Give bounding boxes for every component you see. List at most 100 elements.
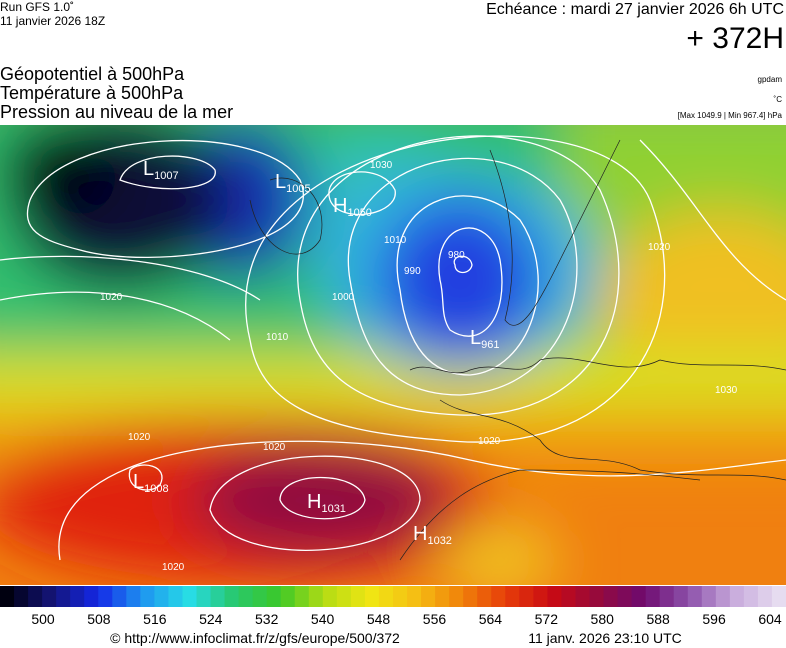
colorbar-tick-label: 572 xyxy=(535,611,559,627)
colorbar-swatch xyxy=(519,586,534,607)
colorbar-swatch xyxy=(266,586,282,607)
colorbar-swatch xyxy=(364,586,380,607)
center-type: H xyxy=(333,195,347,217)
colorbar-swatch xyxy=(42,586,57,607)
colorbar-swatch xyxy=(350,586,366,607)
center-type: L xyxy=(133,471,144,493)
isobar-label: 1030 xyxy=(715,385,738,396)
colorbar-tick-label: 580 xyxy=(591,611,615,627)
colorbar-swatch xyxy=(687,586,703,607)
unit-label: ˚C xyxy=(774,95,783,104)
colorbar-tick-label: 604 xyxy=(758,611,782,627)
isobar-label: 1020 xyxy=(100,292,123,303)
colorbar-swatch xyxy=(294,586,310,607)
colorbar-swatch xyxy=(14,586,29,607)
colorbar-swatch xyxy=(575,586,590,607)
isobar-label: 1020 xyxy=(162,562,185,573)
colorbar-swatch xyxy=(168,586,183,607)
legend-line: Géopotentiel à 500hPa xyxy=(0,64,185,84)
colorbar-swatch xyxy=(589,586,605,607)
legend-line: Pression au niveau de la mer xyxy=(0,102,233,122)
colorbar-swatch xyxy=(771,586,786,607)
colorbar-tick-label: 548 xyxy=(367,611,391,627)
pressure-center: L1007 xyxy=(143,158,179,182)
colorbar-tick-label: 508 xyxy=(87,611,111,627)
colorbar-tick-label: 516 xyxy=(143,611,167,627)
colorbar-swatch xyxy=(196,586,212,607)
colorbar-swatch xyxy=(280,586,296,607)
isobar-label: 1020 xyxy=(263,442,286,453)
center-type: H xyxy=(413,523,427,545)
colorbar-swatch xyxy=(435,586,450,607)
isobar-label: 1010 xyxy=(266,332,289,343)
colorbar-tick-label: 588 xyxy=(646,611,670,627)
center-value: 961 xyxy=(481,339,499,351)
colorbar-swatch xyxy=(449,586,464,607)
colorbar-swatch xyxy=(336,586,352,607)
center-value: 1007 xyxy=(154,170,178,182)
unit-label: [Max 1049.9 | Min 967.4] hPa xyxy=(678,111,783,120)
colorbar-swatch xyxy=(533,586,548,607)
colorbar-swatch xyxy=(224,586,240,607)
model-name: Run GFS 1.0˚ xyxy=(0,0,74,14)
isobar-label: 1020 xyxy=(128,432,151,443)
colorbar-swatch xyxy=(0,586,15,607)
colorbar-swatch xyxy=(126,586,141,607)
center-type: L xyxy=(275,171,286,193)
colorbar-swatch xyxy=(715,586,731,607)
center-value: 1005 xyxy=(286,183,310,195)
pressure-center: L961 xyxy=(470,327,499,351)
colorbar-swatch xyxy=(561,586,576,607)
pressure-center: H1031 xyxy=(307,491,346,515)
isobar-label: 1000 xyxy=(332,292,355,303)
center-value: 1031 xyxy=(321,503,345,515)
colorbar-swatch xyxy=(659,586,675,607)
colorbar-swatch xyxy=(70,586,85,607)
issue-date: 11 janv. 2026 23:10 UTC xyxy=(528,630,682,646)
isobar-label: 1020 xyxy=(478,436,501,447)
colorbar-swatch xyxy=(505,586,520,607)
colorbar-swatch xyxy=(421,586,436,607)
center-value: 1050 xyxy=(347,207,371,219)
colorbar-swatch xyxy=(378,586,394,607)
colorbar-tick-label: 564 xyxy=(479,611,503,627)
center-type: L xyxy=(470,327,481,349)
colorbar-tick-label: 556 xyxy=(423,611,447,627)
colorbar-swatch xyxy=(210,586,226,607)
colorbar-swatch xyxy=(673,586,689,607)
map xyxy=(0,125,786,585)
unit-label: gpdam xyxy=(758,75,783,84)
colorbar-swatch xyxy=(701,586,717,607)
colorbar-swatch xyxy=(252,586,268,607)
legend-line: Température à 500hPa xyxy=(0,83,184,103)
run-date: 11 janvier 2026 18Z xyxy=(0,14,105,28)
pressure-center: H1032 xyxy=(413,523,452,547)
colorbar-swatch xyxy=(308,586,324,607)
colorbar-swatch xyxy=(463,586,478,607)
center-type: H xyxy=(307,491,321,513)
colorbar-swatch xyxy=(477,586,492,607)
colorbar-swatch xyxy=(491,586,506,607)
colorbar-tick-label: 500 xyxy=(31,611,55,627)
colorbar-tick-label: 524 xyxy=(199,611,223,627)
forecast-time: Echéance : mardi 27 janvier 2026 6h UTC xyxy=(486,1,784,18)
colorbar-swatch xyxy=(631,586,647,607)
colorbar-swatch xyxy=(757,586,773,607)
colorbar-swatch xyxy=(729,586,745,607)
colorbar-swatch xyxy=(645,586,661,607)
colorbar-swatch xyxy=(28,586,43,607)
pressure-center: H1050 xyxy=(333,195,372,219)
lead-time: + 372H xyxy=(686,22,784,55)
center-value: 1032 xyxy=(427,535,451,547)
colorbar-swatch xyxy=(182,586,197,607)
isobar-label: 1020 xyxy=(648,242,671,253)
colorbar-swatch xyxy=(238,586,254,607)
isobar-label: 1030 xyxy=(370,160,393,171)
colorbar-swatch xyxy=(154,586,169,607)
pressure-center: L1008 xyxy=(133,471,169,495)
center-type: L xyxy=(143,158,154,180)
colorbar-swatch xyxy=(603,586,619,607)
colorbar: 500 508 516 524 532 540 548 556 564 572 580 588 596 6… xyxy=(0,586,786,627)
colorbar-swatch xyxy=(98,586,113,607)
isobar-label: 990 xyxy=(404,266,421,277)
